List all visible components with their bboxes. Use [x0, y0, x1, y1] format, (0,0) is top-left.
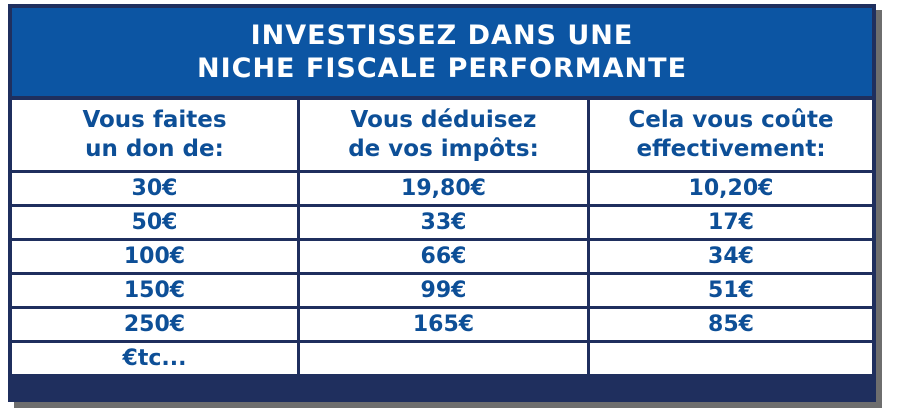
- cell-deduction: 19,80€: [300, 173, 590, 207]
- cell-donation: €tc...: [12, 343, 300, 374]
- table-row: 50€ 33€ 17€: [12, 207, 872, 241]
- column-header-line: de vos impôts:: [348, 136, 539, 162]
- column-header-donation: Vous faites un don de:: [12, 100, 300, 173]
- cell-effective-cost: 17€: [590, 207, 872, 241]
- cell-donation: 250€: [12, 309, 300, 343]
- cell-donation: 150€: [12, 275, 300, 309]
- column-header-deduction: Vous déduisez de vos impôts:: [300, 100, 590, 173]
- column-header-effective-cost: Cela vous coûte effectivement:: [590, 100, 872, 173]
- title-line-2: NICHE FISCALE PERFORMANTE: [196, 53, 688, 84]
- cell-donation: 100€: [12, 241, 300, 275]
- header-row: Vous faites un don de: Vous déduisez de …: [12, 100, 872, 173]
- table-row: 150€ 99€ 51€: [12, 275, 872, 309]
- table-row: 100€ 66€ 34€: [12, 241, 872, 275]
- fiscal-table-card: INVESTISSEZ DANS UNE NICHE FISCALE PERFO…: [8, 4, 876, 402]
- table-row: 30€ 19,80€ 10,20€: [12, 173, 872, 207]
- column-header-line: Cela vous coûte: [628, 107, 834, 133]
- column-header-line: Vous faites: [82, 107, 227, 133]
- cell-deduction: 99€: [300, 275, 590, 309]
- column-header-line: Vous déduisez: [350, 107, 537, 133]
- cell-deduction: 165€: [300, 309, 590, 343]
- cell-donation: 50€: [12, 207, 300, 241]
- cell-effective-cost: 34€: [590, 241, 872, 275]
- cell-donation: 30€: [12, 173, 300, 207]
- table-row: €tc...: [12, 343, 872, 374]
- cell-deduction: 33€: [300, 207, 590, 241]
- title-line-1: INVESTISSEZ DANS UNE: [250, 20, 634, 51]
- table-title: INVESTISSEZ DANS UNE NICHE FISCALE PERFO…: [12, 8, 872, 96]
- cell-deduction: 66€: [300, 241, 590, 275]
- cell-deduction: [300, 343, 590, 374]
- column-header-line: un don de:: [85, 136, 224, 162]
- donation-table: Vous faites un don de: Vous déduisez de …: [12, 100, 872, 374]
- column-header-line: effectivement:: [636, 136, 826, 162]
- cell-effective-cost: 10,20€: [590, 173, 872, 207]
- cell-effective-cost: 51€: [590, 275, 872, 309]
- table-row: 250€ 165€ 85€: [12, 309, 872, 343]
- cell-effective-cost: [590, 343, 872, 374]
- cell-effective-cost: 85€: [590, 309, 872, 343]
